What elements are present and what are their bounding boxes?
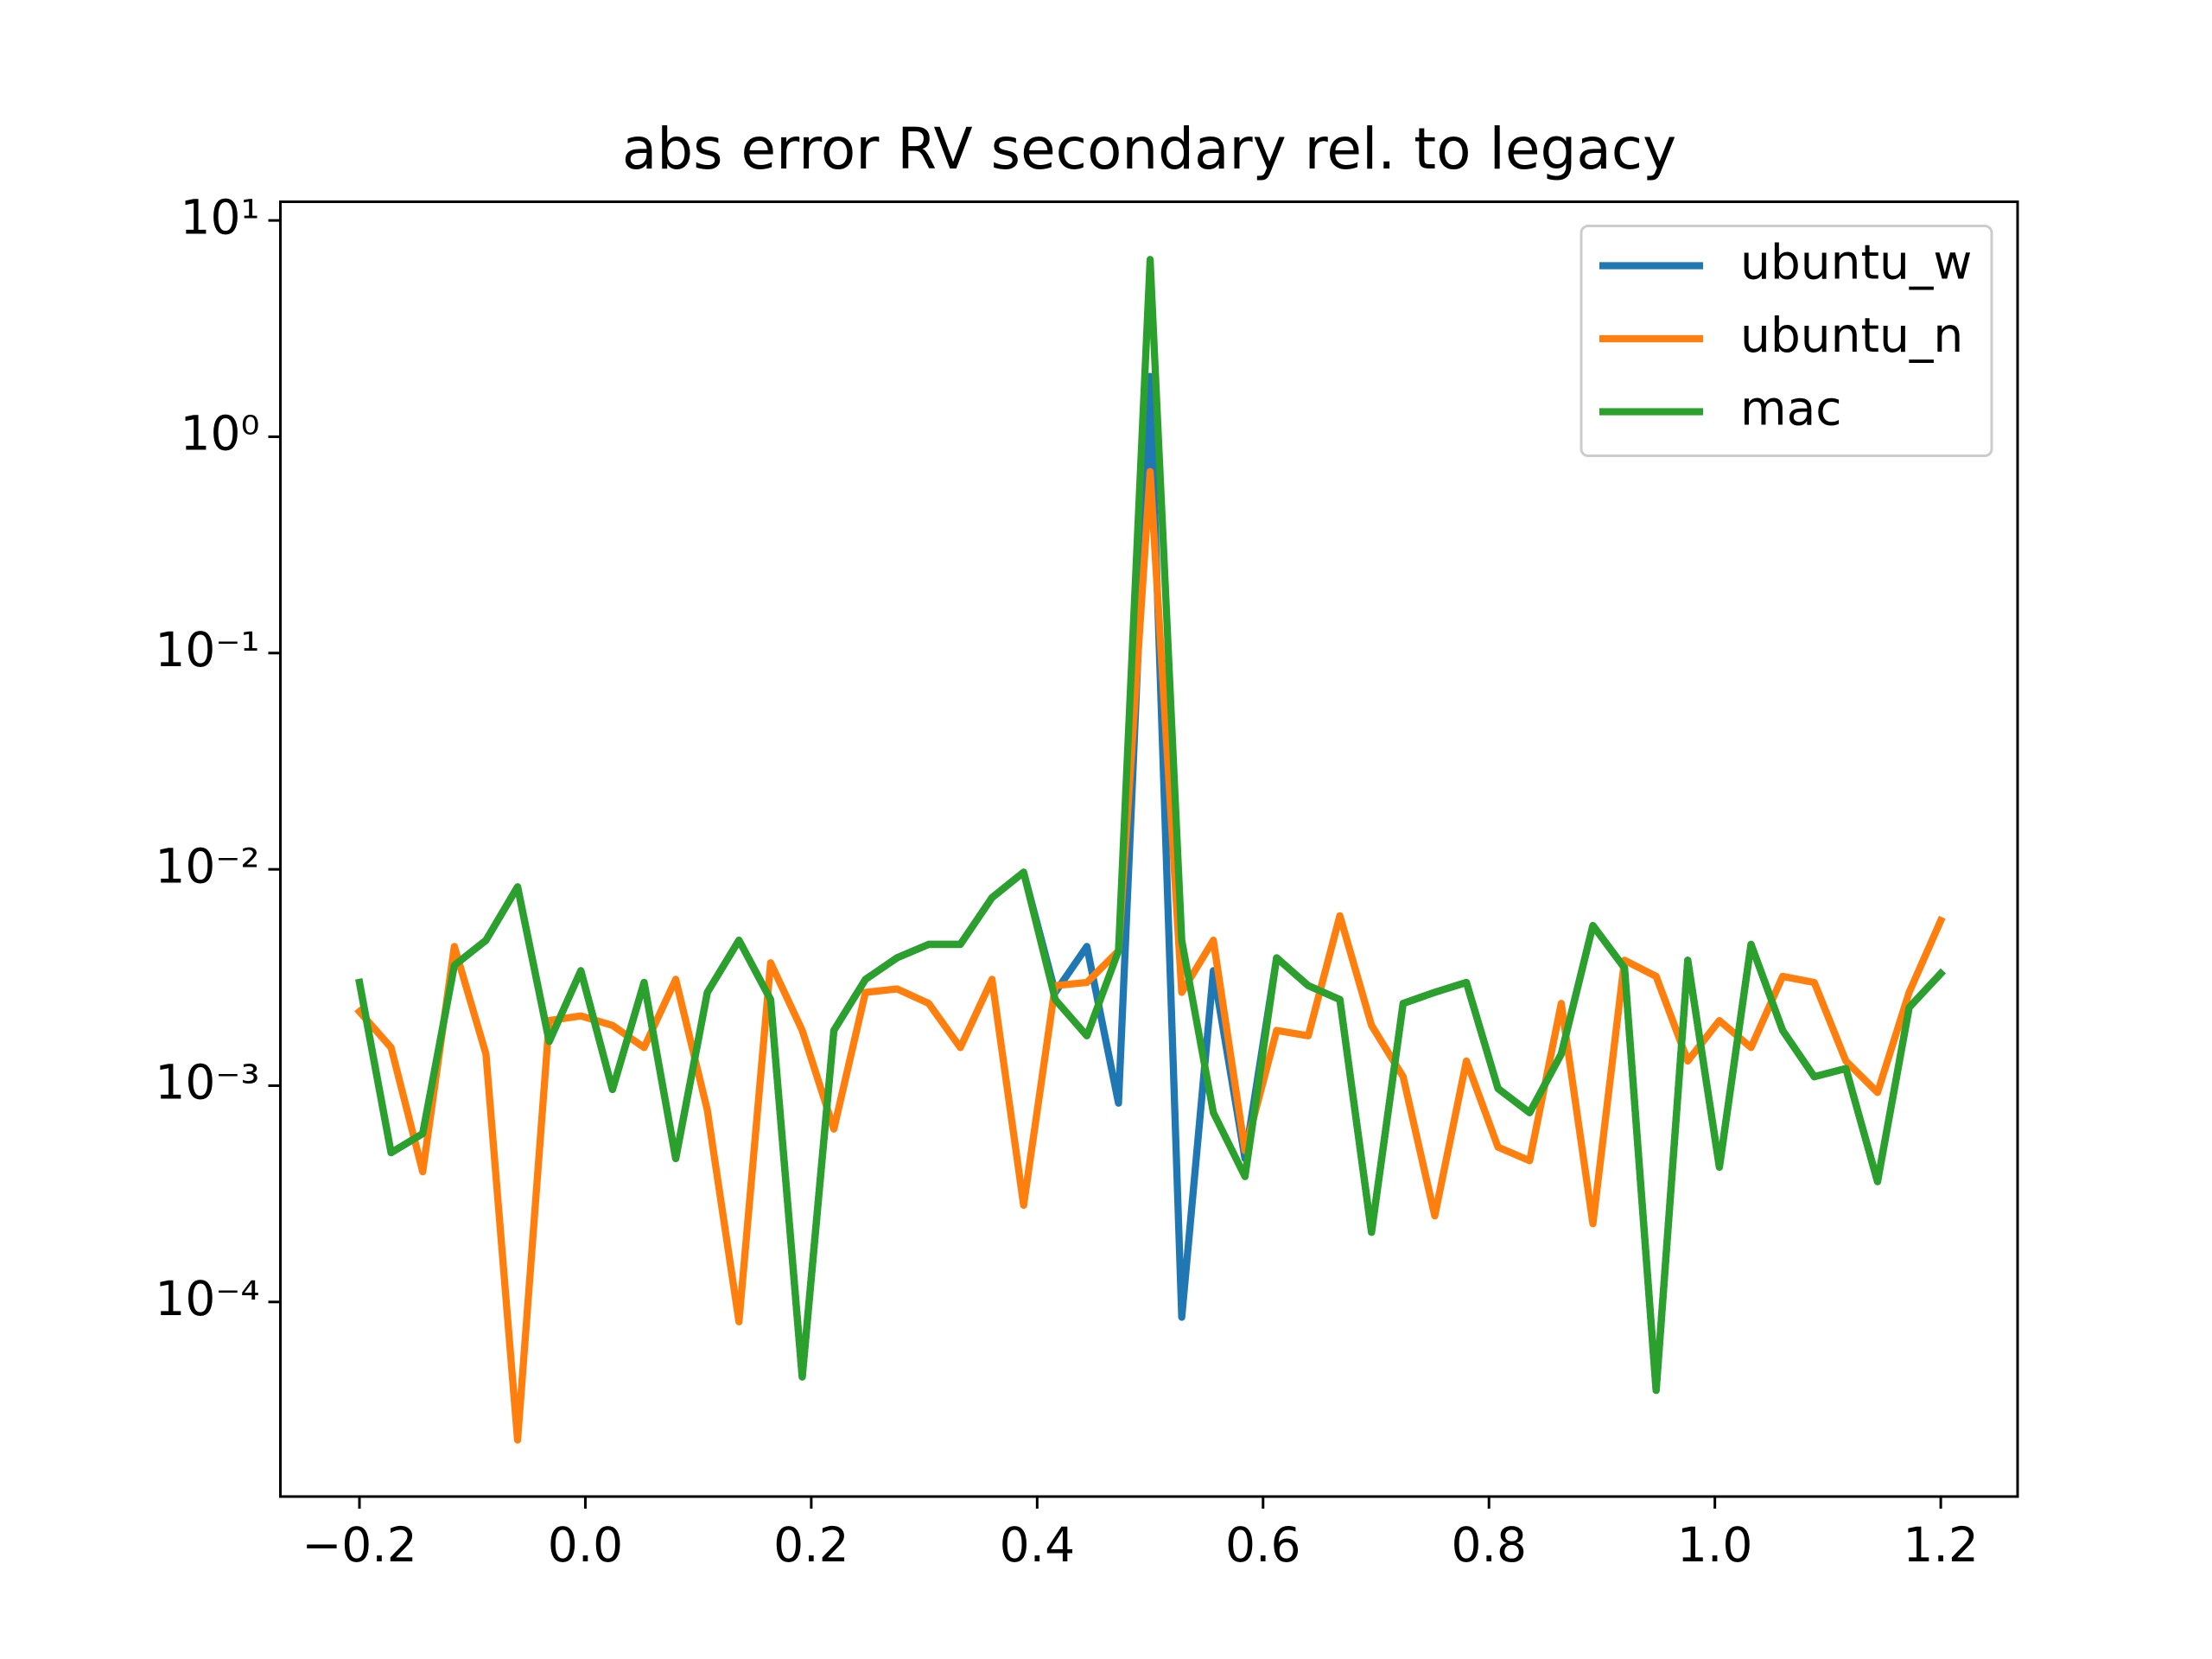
legend-label: ubuntu_w: [1740, 235, 1972, 290]
legend-label: ubuntu_n: [1740, 308, 1963, 363]
x-tick-label: 1.2: [1903, 1517, 1978, 1573]
y-tick-label: 10⁻³: [155, 1055, 259, 1110]
y-tick-label: 10⁰: [180, 406, 259, 461]
legend-label: mac: [1740, 381, 1842, 436]
y-tick-label: 10¹: [180, 189, 259, 245]
y-tick-label: 10⁻²: [155, 838, 259, 893]
x-tick-label: 0.8: [1451, 1517, 1526, 1573]
x-tick-label: 0.4: [1000, 1517, 1075, 1573]
legend-box: [1580, 225, 1993, 457]
axes-frame: [279, 200, 2019, 1498]
x-tick-label: 0.6: [1225, 1517, 1300, 1573]
x-tick-label: 0.0: [548, 1517, 623, 1573]
line-series: [355, 256, 1946, 1395]
x-tick-label: 0.2: [773, 1517, 849, 1573]
y-tick-label: 10⁻¹: [155, 622, 259, 677]
y-tick-label: 10⁻⁴: [155, 1271, 259, 1326]
line-series: [354, 467, 1946, 1444]
plot-area: [354, 256, 1946, 1444]
x-tick-label: −0.2: [302, 1517, 417, 1573]
chart-title: abs error RV secondary rel. to legacy: [622, 116, 1676, 182]
x-tick-label: 1.0: [1677, 1517, 1752, 1573]
